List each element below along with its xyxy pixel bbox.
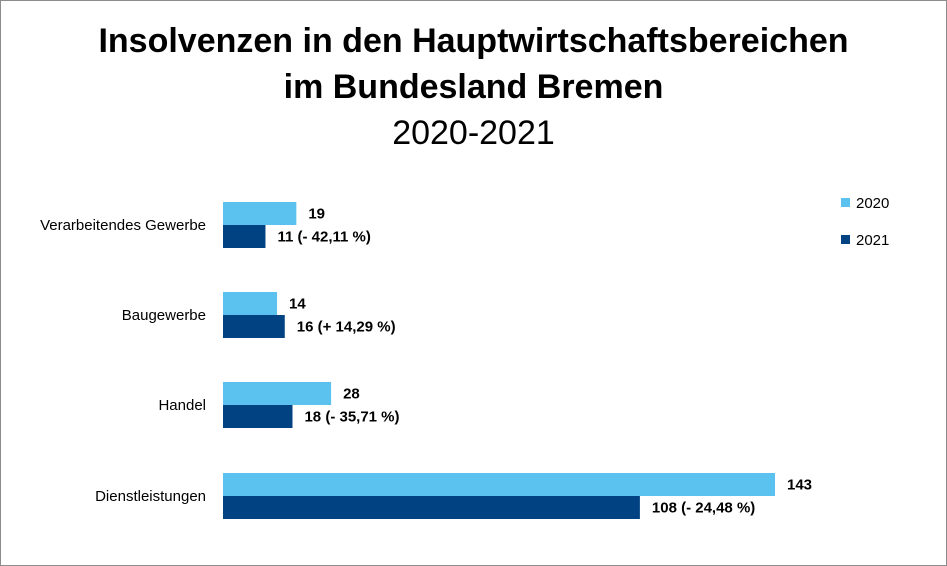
data-label: 14 [289, 296, 306, 313]
legend-swatch-2020 [841, 198, 850, 207]
legend-label: 2020 [856, 195, 889, 212]
category-label: Baugewerbe [122, 307, 206, 324]
bar-2021 [223, 405, 293, 428]
data-label: 108 (- 24,48 %) [652, 500, 755, 517]
category-label: Handel [158, 397, 206, 414]
data-label: 11 (- 42,11 %) [277, 229, 370, 246]
data-label: 143 [787, 477, 812, 494]
bar-2021 [223, 496, 640, 519]
bar-2021 [223, 225, 266, 248]
bar-2020 [223, 473, 775, 496]
data-label: 19 [308, 206, 325, 223]
bar-2020 [223, 202, 297, 225]
chart-title-line2: im Bundesland Bremen [283, 68, 664, 106]
legend-label: 2021 [856, 232, 889, 249]
data-label: 28 [343, 386, 360, 403]
category-label: Verarbeitendes Gewerbe [40, 217, 206, 234]
chart-title-line1: Insolvenzen in den Hauptwirtschaftsberei… [98, 22, 849, 60]
data-label: 16 (+ 14,29 %) [297, 319, 396, 336]
bar-2020 [223, 292, 278, 315]
bar-2020 [223, 382, 332, 405]
legend-swatch-2021 [841, 235, 850, 244]
category-label: Dienstleistungen [95, 488, 206, 505]
bar-2021 [223, 315, 285, 338]
data-label: 18 (- 35,71 %) [304, 409, 399, 426]
chart-subtitle: 2020-2021 [392, 114, 555, 152]
